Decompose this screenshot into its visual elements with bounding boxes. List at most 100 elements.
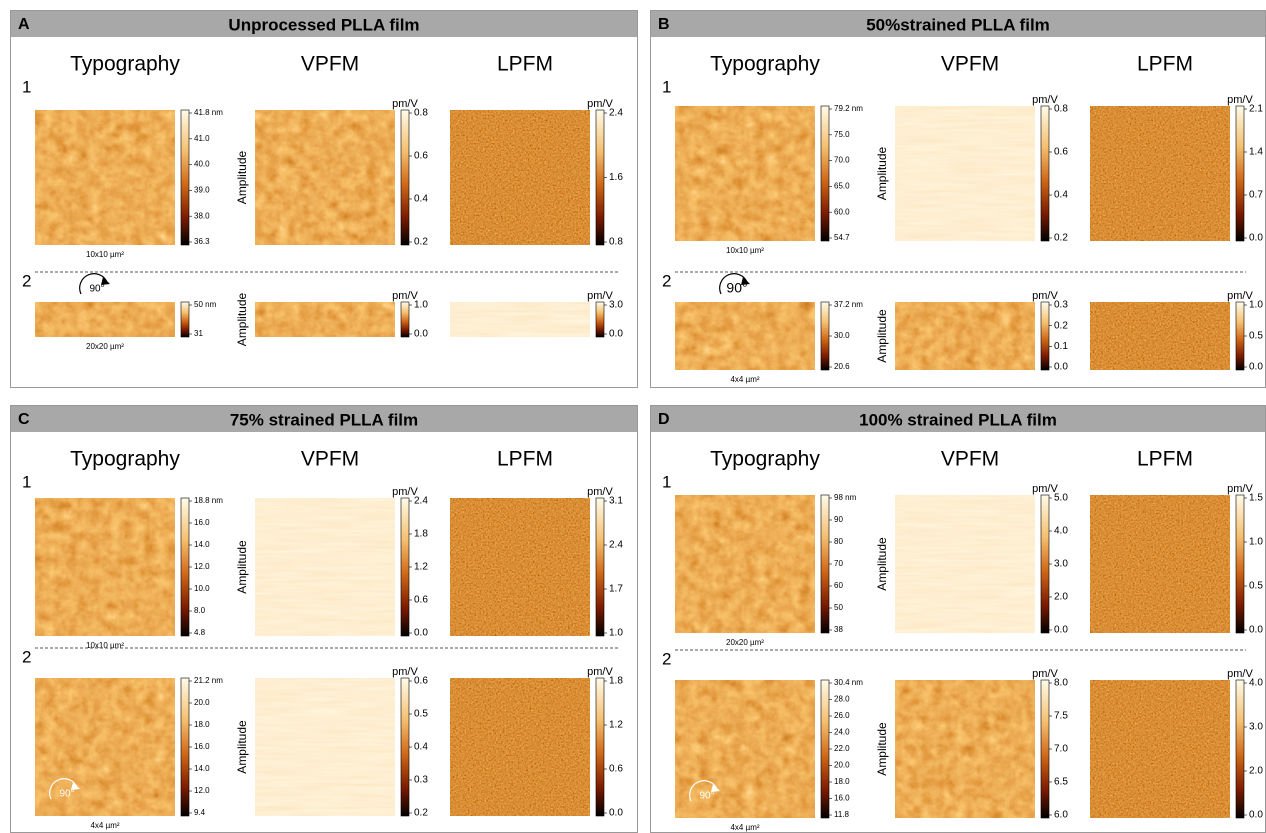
colorbar-tick-label: 37.2 nm	[834, 300, 863, 309]
colorbar	[1040, 494, 1050, 634]
unit-label: pm/V	[1032, 483, 1058, 495]
colorbar-tick-label: 18.8 nm	[194, 496, 223, 505]
colorbar-tick-label: 54.7	[834, 233, 850, 242]
scale-label: 20x20 µm²	[86, 342, 124, 351]
afm-image	[1089, 494, 1231, 634]
colorbar-tick-label: 16.0	[194, 742, 210, 751]
panel-title-bar	[11, 11, 637, 37]
column-header: Typography	[710, 53, 820, 76]
colorbar-tick-label: 2.1	[1249, 104, 1263, 115]
colorbar-tick-label: 10.0	[194, 584, 210, 593]
row-label: 2	[662, 271, 671, 290]
colorbar-tick-label: 0.0	[609, 329, 623, 340]
colorbar-tick-label: 9.4	[194, 808, 206, 817]
colorbar	[1235, 679, 1245, 819]
unit-label: pm/V	[1032, 290, 1058, 302]
row-label: 1	[662, 472, 671, 491]
colorbar	[1235, 301, 1245, 371]
rotation-arrow	[719, 273, 748, 295]
colorbar-tick-label: 98 nm	[834, 493, 857, 502]
colorbar-tick-label: 41.0	[194, 134, 210, 143]
colorbar	[820, 301, 830, 371]
axis-label: Amplitude	[235, 293, 249, 347]
colorbar-tick-label: 0.4	[414, 194, 428, 205]
afm-image	[449, 677, 591, 817]
afm-image	[449, 301, 591, 338]
colorbar-tick-label: 7.5	[1054, 711, 1068, 722]
column-header: LPFM	[1137, 448, 1193, 471]
colorbar-tick-label: 8.0	[194, 606, 206, 615]
afm-image	[449, 497, 591, 637]
rotation-label: 90°	[59, 789, 74, 800]
axis-label: Amplitude	[235, 540, 249, 594]
colorbar	[400, 677, 410, 817]
panel-title: 50%strained PLLA film	[866, 15, 1050, 34]
colorbar-tick-label: 0.0	[1249, 810, 1263, 821]
colorbar-tick-label: 6.5	[1054, 777, 1068, 788]
colorbar	[1040, 105, 1050, 242]
colorbar-tick-label: 38.0	[194, 211, 210, 220]
colorbar-tick-label: 0.6	[414, 151, 428, 162]
colorbar-tick-label: 0.0	[609, 808, 623, 819]
colorbar-tick-label: 2.0	[1054, 592, 1068, 603]
unit-label: pm/V	[1032, 94, 1058, 106]
colorbar-tick-label: 18.0	[834, 777, 850, 786]
colorbar-tick-label: 0.8	[1054, 104, 1068, 115]
colorbar-tick-label: 1.8	[609, 676, 623, 687]
column-header: Typography	[710, 448, 820, 471]
colorbar	[1235, 494, 1245, 634]
colorbar-tick-label: 1.0	[1249, 300, 1263, 311]
afm-image	[1089, 679, 1231, 819]
colorbar-tick-label: 0.5	[1249, 581, 1263, 592]
colorbar-tick-label: 0.3	[414, 775, 428, 786]
colorbar-tick-label: 0.4	[1054, 190, 1068, 201]
panel-letter: D	[658, 411, 670, 428]
column-header: LPFM	[1137, 53, 1193, 76]
colorbar-tick-label: 8.0	[1054, 678, 1068, 689]
colorbar-tick-label: 4.0	[1249, 678, 1263, 689]
rotation-label: 90°	[699, 791, 714, 802]
colorbar-tick-label: 0.6	[414, 676, 428, 687]
colorbar-tick-label: 1.6	[609, 172, 623, 183]
colorbar-tick-label: 60	[834, 581, 843, 590]
colorbar-tick-label: 0.6	[1054, 147, 1068, 158]
rotation-arrowhead	[101, 277, 110, 285]
colorbar-tick-label: 3.0	[609, 300, 623, 311]
colorbar	[595, 109, 605, 246]
column-header: VPFM	[941, 448, 999, 471]
afm-image	[34, 109, 176, 246]
scale-label: 10x10 µm²	[86, 641, 124, 650]
colorbar-tick-label: 1.2	[414, 562, 428, 573]
unit-label: pm/V	[587, 98, 613, 110]
colorbar	[180, 109, 190, 246]
colorbar	[820, 679, 830, 819]
afm-image	[34, 497, 176, 637]
colorbar-tick-label: 1.0	[1249, 537, 1263, 548]
afm-image	[254, 301, 396, 338]
colorbar-tick-label: 12.0	[194, 786, 210, 795]
scale-label: 4x4 µm²	[90, 821, 119, 830]
colorbar-tick-label: 28.0	[834, 695, 850, 704]
panel-title: 75% strained PLLA film	[230, 410, 418, 429]
colorbar-tick-label: 0.3	[1054, 300, 1068, 311]
column-header: LPFM	[497, 448, 553, 471]
colorbar	[820, 105, 830, 242]
panel-title-bar	[11, 406, 637, 432]
unit-label: pm/V	[587, 486, 613, 498]
colorbar-tick-label: 0.2	[1054, 320, 1068, 331]
panel-letter: A	[18, 16, 30, 33]
afm-image	[894, 105, 1036, 242]
colorbar-tick-label: 31	[194, 329, 203, 338]
column-header: VPFM	[301, 448, 359, 471]
afm-image	[254, 497, 396, 637]
colorbar-tick-label: 18.0	[194, 720, 210, 729]
colorbar-tick-label: 2.4	[609, 540, 623, 551]
panel-letter: C	[18, 411, 30, 428]
rotation-arrow	[689, 780, 718, 802]
colorbar	[595, 497, 605, 637]
colorbar-tick-label: 16.0	[834, 794, 850, 803]
colorbar	[400, 497, 410, 637]
colorbar	[180, 497, 190, 637]
